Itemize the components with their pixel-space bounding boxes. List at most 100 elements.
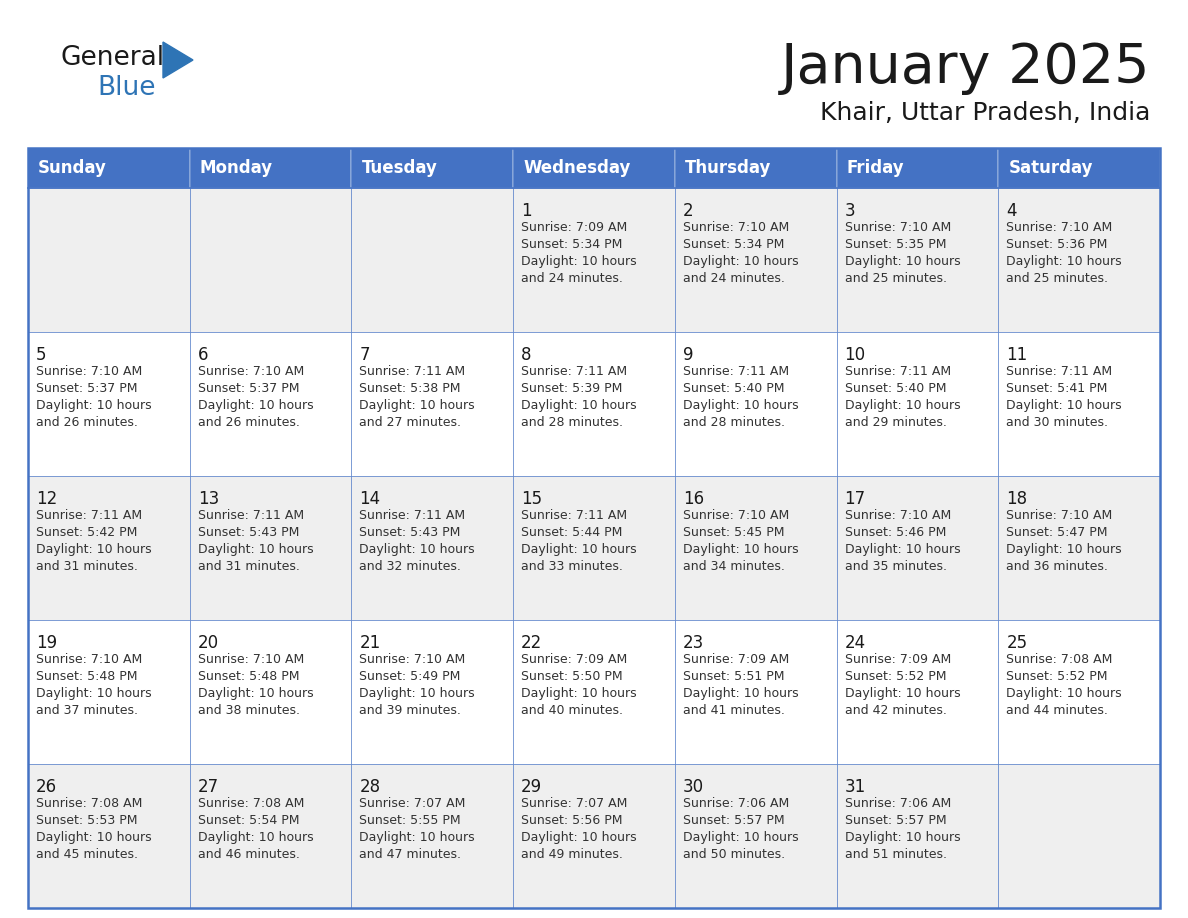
Text: and 26 minutes.: and 26 minutes. bbox=[197, 416, 299, 429]
Bar bbox=[29, 148, 1159, 908]
Text: Sunset: 5:57 PM: Sunset: 5:57 PM bbox=[845, 814, 946, 827]
Text: Friday: Friday bbox=[847, 159, 904, 177]
Bar bbox=[513, 332, 675, 476]
Text: 29: 29 bbox=[522, 778, 542, 796]
Text: Sunset: 5:47 PM: Sunset: 5:47 PM bbox=[1006, 526, 1107, 539]
Text: and 47 minutes.: and 47 minutes. bbox=[360, 848, 461, 861]
Text: and 50 minutes.: and 50 minutes. bbox=[683, 848, 785, 861]
Text: Thursday: Thursday bbox=[684, 159, 771, 177]
Text: Sunrise: 7:10 AM: Sunrise: 7:10 AM bbox=[683, 221, 789, 234]
Bar bbox=[352, 620, 513, 764]
Text: Daylight: 10 hours: Daylight: 10 hours bbox=[36, 831, 152, 844]
Text: Sunset: 5:52 PM: Sunset: 5:52 PM bbox=[845, 670, 946, 683]
Bar bbox=[998, 188, 1159, 332]
Text: Daylight: 10 hours: Daylight: 10 hours bbox=[683, 255, 798, 268]
Text: 1: 1 bbox=[522, 202, 532, 220]
Text: Sunset: 5:38 PM: Sunset: 5:38 PM bbox=[360, 382, 461, 395]
Text: Daylight: 10 hours: Daylight: 10 hours bbox=[845, 687, 960, 700]
Text: 21: 21 bbox=[360, 634, 380, 652]
Text: Sunset: 5:48 PM: Sunset: 5:48 PM bbox=[36, 670, 138, 683]
Bar bbox=[190, 148, 352, 188]
Text: Daylight: 10 hours: Daylight: 10 hours bbox=[522, 255, 637, 268]
Text: Sunrise: 7:10 AM: Sunrise: 7:10 AM bbox=[683, 509, 789, 522]
Text: Sunrise: 7:11 AM: Sunrise: 7:11 AM bbox=[683, 365, 789, 378]
Text: Daylight: 10 hours: Daylight: 10 hours bbox=[36, 687, 152, 700]
Text: Sunrise: 7:09 AM: Sunrise: 7:09 AM bbox=[683, 653, 789, 666]
Text: Sunrise: 7:11 AM: Sunrise: 7:11 AM bbox=[1006, 365, 1112, 378]
Text: Sunset: 5:51 PM: Sunset: 5:51 PM bbox=[683, 670, 784, 683]
Text: Daylight: 10 hours: Daylight: 10 hours bbox=[360, 543, 475, 556]
Text: Daylight: 10 hours: Daylight: 10 hours bbox=[197, 687, 314, 700]
Text: Sunrise: 7:11 AM: Sunrise: 7:11 AM bbox=[197, 509, 304, 522]
Text: Sunset: 5:41 PM: Sunset: 5:41 PM bbox=[1006, 382, 1107, 395]
Text: Sunrise: 7:11 AM: Sunrise: 7:11 AM bbox=[845, 365, 950, 378]
Text: 7: 7 bbox=[360, 346, 369, 364]
Text: and 35 minutes.: and 35 minutes. bbox=[845, 560, 947, 573]
Bar bbox=[675, 476, 836, 620]
Text: Sunset: 5:49 PM: Sunset: 5:49 PM bbox=[360, 670, 461, 683]
Text: 5: 5 bbox=[36, 346, 46, 364]
Text: Sunset: 5:44 PM: Sunset: 5:44 PM bbox=[522, 526, 623, 539]
Text: Daylight: 10 hours: Daylight: 10 hours bbox=[1006, 543, 1121, 556]
Text: Sunrise: 7:06 AM: Sunrise: 7:06 AM bbox=[845, 797, 950, 810]
Text: and 25 minutes.: and 25 minutes. bbox=[845, 272, 947, 285]
Text: Saturday: Saturday bbox=[1009, 159, 1093, 177]
Bar bbox=[352, 188, 513, 332]
Text: and 38 minutes.: and 38 minutes. bbox=[197, 704, 299, 717]
Bar bbox=[675, 188, 836, 332]
Bar bbox=[998, 476, 1159, 620]
Text: Sunrise: 7:09 AM: Sunrise: 7:09 AM bbox=[522, 221, 627, 234]
Text: 18: 18 bbox=[1006, 490, 1028, 508]
Text: Sunset: 5:35 PM: Sunset: 5:35 PM bbox=[845, 238, 946, 251]
Text: Sunset: 5:40 PM: Sunset: 5:40 PM bbox=[845, 382, 946, 395]
Text: 3: 3 bbox=[845, 202, 855, 220]
Text: and 46 minutes.: and 46 minutes. bbox=[197, 848, 299, 861]
Text: Sunrise: 7:10 AM: Sunrise: 7:10 AM bbox=[845, 221, 950, 234]
Text: Sunrise: 7:10 AM: Sunrise: 7:10 AM bbox=[1006, 221, 1112, 234]
Bar bbox=[836, 332, 998, 476]
Text: Sunset: 5:36 PM: Sunset: 5:36 PM bbox=[1006, 238, 1107, 251]
Text: Sunrise: 7:11 AM: Sunrise: 7:11 AM bbox=[522, 509, 627, 522]
Text: Sunset: 5:46 PM: Sunset: 5:46 PM bbox=[845, 526, 946, 539]
Text: 27: 27 bbox=[197, 778, 219, 796]
Text: Sunrise: 7:09 AM: Sunrise: 7:09 AM bbox=[522, 653, 627, 666]
Text: Sunset: 5:42 PM: Sunset: 5:42 PM bbox=[36, 526, 138, 539]
Text: Daylight: 10 hours: Daylight: 10 hours bbox=[197, 543, 314, 556]
Text: and 31 minutes.: and 31 minutes. bbox=[197, 560, 299, 573]
Text: Khair, Uttar Pradesh, India: Khair, Uttar Pradesh, India bbox=[820, 101, 1150, 125]
Text: and 28 minutes.: and 28 minutes. bbox=[522, 416, 624, 429]
Bar bbox=[998, 764, 1159, 908]
Text: Daylight: 10 hours: Daylight: 10 hours bbox=[522, 543, 637, 556]
Text: Sunrise: 7:10 AM: Sunrise: 7:10 AM bbox=[36, 653, 143, 666]
Bar bbox=[190, 476, 352, 620]
Text: Sunset: 5:39 PM: Sunset: 5:39 PM bbox=[522, 382, 623, 395]
Text: 10: 10 bbox=[845, 346, 866, 364]
Bar bbox=[352, 332, 513, 476]
Text: Sunrise: 7:10 AM: Sunrise: 7:10 AM bbox=[845, 509, 950, 522]
Text: 15: 15 bbox=[522, 490, 542, 508]
Bar bbox=[513, 476, 675, 620]
Text: Daylight: 10 hours: Daylight: 10 hours bbox=[1006, 687, 1121, 700]
Bar bbox=[513, 188, 675, 332]
Text: and 40 minutes.: and 40 minutes. bbox=[522, 704, 624, 717]
Text: Sunset: 5:56 PM: Sunset: 5:56 PM bbox=[522, 814, 623, 827]
Text: 28: 28 bbox=[360, 778, 380, 796]
Polygon shape bbox=[163, 42, 192, 78]
Bar bbox=[998, 148, 1159, 188]
Text: Sunrise: 7:10 AM: Sunrise: 7:10 AM bbox=[36, 365, 143, 378]
Text: 23: 23 bbox=[683, 634, 704, 652]
Text: 8: 8 bbox=[522, 346, 532, 364]
Text: Daylight: 10 hours: Daylight: 10 hours bbox=[683, 543, 798, 556]
Bar bbox=[190, 188, 352, 332]
Text: General: General bbox=[61, 45, 164, 71]
Text: 19: 19 bbox=[36, 634, 57, 652]
Bar bbox=[29, 148, 190, 188]
Text: and 51 minutes.: and 51 minutes. bbox=[845, 848, 947, 861]
Bar bbox=[190, 764, 352, 908]
Text: Daylight: 10 hours: Daylight: 10 hours bbox=[683, 399, 798, 412]
Text: Daylight: 10 hours: Daylight: 10 hours bbox=[197, 831, 314, 844]
Text: Sunset: 5:43 PM: Sunset: 5:43 PM bbox=[360, 526, 461, 539]
Text: Sunset: 5:57 PM: Sunset: 5:57 PM bbox=[683, 814, 784, 827]
Bar bbox=[29, 332, 190, 476]
Text: 9: 9 bbox=[683, 346, 694, 364]
